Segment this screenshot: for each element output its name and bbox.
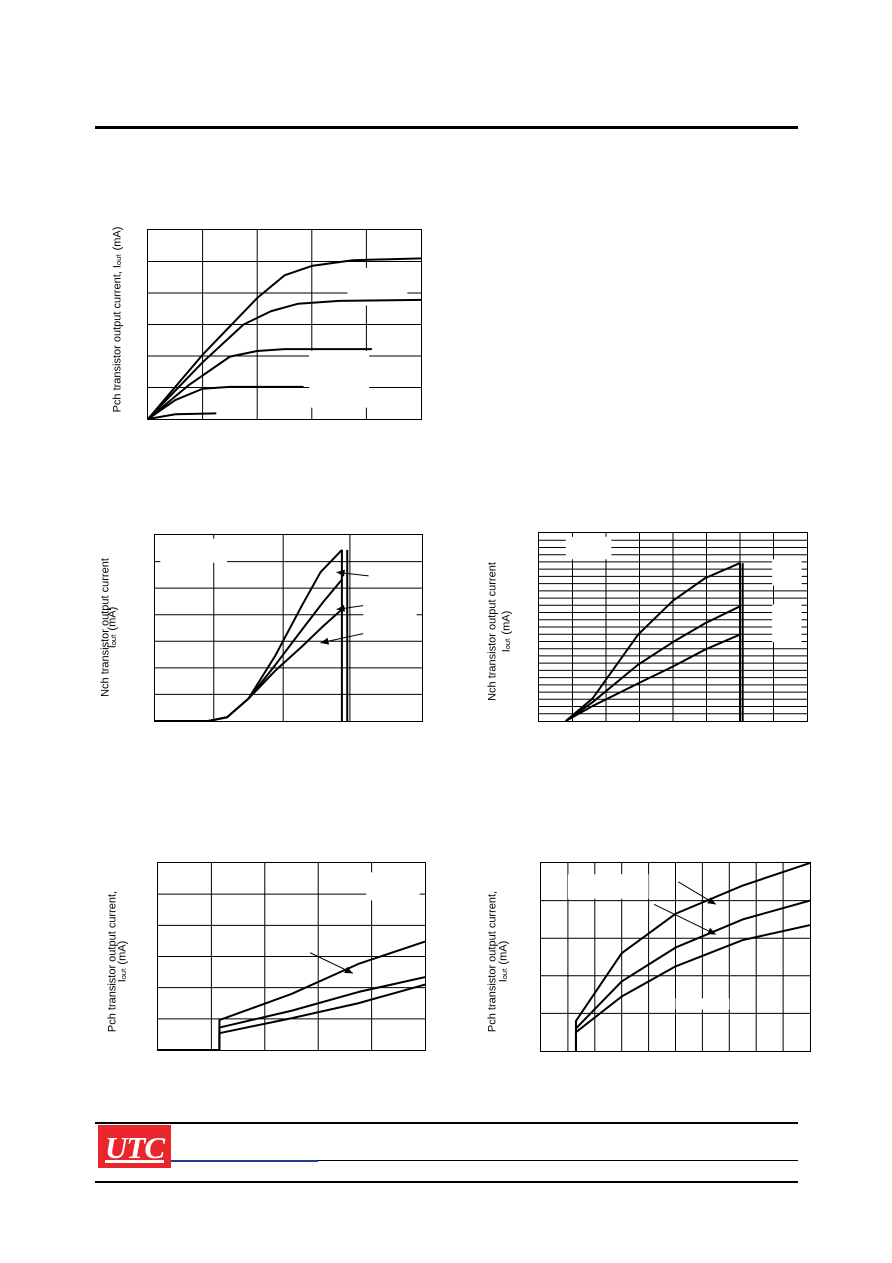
chart4-svg	[158, 863, 425, 1050]
chart5-arrowhead-0	[707, 897, 716, 905]
footer-bottom-rule	[95, 1181, 798, 1183]
chart5-y-axis-label-line2: Iₒᵤₜ (mA)	[497, 940, 510, 983]
pch-output-current-chart	[147, 229, 422, 420]
chart2-series-2	[155, 608, 343, 721]
chart2-arrowhead-0	[336, 569, 345, 577]
chart1-series-0	[148, 257, 421, 419]
chart5-series-0	[574, 863, 810, 1051]
chart3-label-area-0	[565, 536, 612, 560]
chart4-series-2	[158, 983, 425, 1050]
chart3-y-axis-label-line1: Nch transistor output current	[486, 562, 499, 701]
chart2-arrowhead-1	[336, 604, 345, 612]
pch-output-current-chart-b	[157, 862, 426, 1051]
chart5-svg	[541, 863, 810, 1051]
chart3-label-area-1	[772, 559, 802, 586]
chart2-svg	[155, 535, 422, 721]
chart1-series-2	[148, 348, 372, 419]
chart2-y-axis-label-line2: Iₒᵤₜ (mA)	[106, 606, 119, 649]
logo-text: UTC	[105, 1130, 165, 1165]
utc-logo: UTC	[98, 1125, 171, 1168]
chart4-arrowhead-0	[344, 966, 353, 974]
chart2-label-area-1	[160, 538, 228, 563]
chart1-series-1	[148, 298, 421, 419]
chart3-series-2	[565, 633, 741, 721]
chart1-label-area-1	[309, 350, 370, 408]
chart5-arrow-1	[653, 903, 717, 935]
chart1-svg	[148, 230, 421, 419]
chart1-y-axis-label: Pch transistor output current, Iₒᵤₜ (mA)	[111, 226, 124, 413]
chart2-arrowhead-2	[320, 637, 330, 645]
chart5-arrowhead-1	[707, 927, 716, 935]
nch-output-current-chart-b	[538, 532, 808, 722]
footer-top-rule	[95, 1122, 798, 1124]
chart3-series-0	[565, 562, 741, 721]
header-rule	[95, 126, 798, 129]
chart1-series-3	[148, 385, 304, 419]
chart5-series-2	[574, 924, 810, 1051]
chart5-label-area-1	[675, 998, 730, 1010]
pch-output-current-chart-c	[540, 862, 811, 1052]
chart4-series-1	[158, 976, 425, 1050]
chart1-series-4	[148, 412, 217, 419]
chart4-y-axis-label-line2: Iₒᵤₜ (mA)	[116, 940, 129, 983]
chart3-label-area-2	[772, 604, 802, 643]
footer-accent-line	[171, 1160, 318, 1162]
chart3-svg	[539, 533, 807, 721]
chart3-series-1	[565, 605, 741, 721]
chart3-y-axis-label-line2: Iₒᵤₜ (mA)	[500, 610, 513, 653]
footer-mid-rule	[171, 1160, 798, 1161]
chart2-label-area-0	[363, 603, 417, 634]
nch-output-current-chart-a	[154, 534, 423, 722]
chart5-label-area-0	[567, 874, 649, 899]
chart4-series-0	[158, 940, 425, 1050]
chart4-label-area-0	[366, 872, 420, 901]
